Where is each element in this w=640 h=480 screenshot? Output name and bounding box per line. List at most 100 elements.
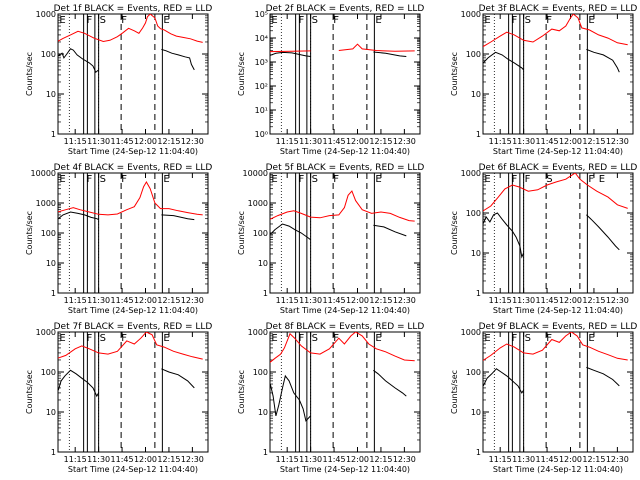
interval-label: S: [100, 15, 106, 26]
y-axis-label: Counts/sec: [25, 211, 34, 255]
plot-frame: [482, 172, 634, 294]
interval-label: E: [59, 174, 65, 185]
x-axis-label: Start Time (24-Sep-12 11:04:40): [493, 465, 623, 474]
interval-label: S: [100, 333, 106, 344]
x-tick-label: 11:45: [536, 296, 559, 305]
x-tick-label: 12:30: [393, 296, 416, 305]
interval-label: F: [512, 15, 518, 26]
chart-title: Det 2f BLACK = Events, RED = LLD: [266, 4, 425, 14]
y-tick-label: 100: [466, 50, 481, 59]
events-rate-line: [270, 369, 407, 422]
y-tick-label: 10⁵: [255, 10, 268, 19]
x-axis-label: Start Time (24-Sep-12 11:04:40): [493, 306, 623, 315]
lld-rate-line: [270, 190, 415, 222]
interval-label: F: [87, 333, 93, 344]
chart-panel-8: Det 8f BLACK = Events, RED = LLD 1 10 100 10…: [237, 322, 424, 474]
x-tick-label: 11:30: [512, 137, 535, 146]
y-tick-label: 1000: [36, 199, 56, 208]
interval-label: F: [512, 174, 518, 185]
x-tick-label: 12:00: [346, 455, 369, 464]
y-tick-label: 10: [258, 259, 268, 268]
y-tick-label: 1: [51, 289, 56, 298]
interval-label: F: [299, 333, 305, 344]
x-tick-label: 12:30: [181, 137, 204, 146]
y-tick-label: 1: [51, 448, 56, 457]
y-tick-label: 10⁴: [255, 34, 268, 43]
x-tick-label: 11:30: [299, 137, 322, 146]
x-tick-label: 11:15: [64, 137, 87, 146]
interval-label: E: [588, 333, 594, 344]
interval-label: E: [375, 333, 381, 344]
lld-rate-line: [58, 14, 203, 43]
interval-label: E: [271, 174, 277, 185]
y-tick-label: 10: [46, 408, 56, 417]
chart-panel-2: Det 2f BLACK = Events, RED = LLD 10⁰ 10¹ 10…: [237, 4, 424, 156]
interval-label: E: [484, 333, 490, 344]
y-tick-label: 1: [476, 448, 481, 457]
interval-label: F: [299, 174, 305, 185]
x-tick-label: 11:45: [111, 137, 134, 146]
x-tick-label: 11:15: [276, 137, 299, 146]
y-tick-label: 100: [466, 368, 481, 377]
chart-panel-1: Det 1f BLACK = Events, RED = LLD 1 10 100 10…: [25, 4, 212, 156]
y-tick-label: 100: [41, 229, 56, 238]
x-tick-label: 11:45: [323, 296, 346, 305]
events-rate-line: [483, 212, 620, 259]
y-tick-label: 100: [41, 368, 56, 377]
chart-panel-6: Det 6f BLACK = Events, RED = LLD 1 10 100 10…: [450, 163, 637, 315]
x-tick-label: 11:45: [536, 455, 559, 464]
interval-label: S: [100, 174, 106, 185]
interval-label: F: [87, 15, 93, 26]
y-axis-label: Counts/sec: [237, 52, 246, 96]
x-axis-label: Start Time (24-Sep-12 11:04:40): [280, 465, 410, 474]
y-tick-label: 100: [41, 50, 56, 59]
x-tick-label: 12:00: [346, 296, 369, 305]
plot-frame: [57, 172, 209, 294]
interval-label: E: [588, 15, 594, 26]
events-rate-line: [270, 51, 407, 57]
interval-label: F: [121, 174, 127, 185]
chart-title: Det 3f BLACK = Events, RED = LLD: [479, 4, 638, 14]
interval-label: E: [599, 174, 605, 185]
interval-label: E: [484, 15, 490, 26]
interval-label: F: [546, 333, 552, 344]
y-axis-label: Counts/sec: [237, 370, 246, 414]
y-axis-label: Counts/sec: [25, 52, 34, 96]
interval-label: E: [375, 15, 381, 26]
x-tick-label: 12:00: [346, 137, 369, 146]
y-tick-label: 1000: [36, 328, 56, 337]
x-tick-label: 11:15: [489, 296, 512, 305]
x-tick-label: 12:30: [606, 455, 629, 464]
interval-label: S: [312, 174, 318, 185]
interval-label: F: [333, 15, 339, 26]
chart-panel-4: Det 4f BLACK = Events, RED = LLD 1 10 100 10…: [25, 163, 212, 315]
chart-panel-5: Det 5f BLACK = Events, RED = LLD 1 10 100 10…: [237, 163, 424, 315]
x-tick-label: 11:30: [299, 296, 322, 305]
y-tick-label: 10: [46, 90, 56, 99]
chart-title: Det 5f BLACK = Events, RED = LLD: [266, 163, 425, 173]
y-tick-label: 1000: [461, 10, 481, 19]
chart-title: Det 1f BLACK = Events, RED = LLD: [54, 4, 213, 14]
chart-title: Det 6f BLACK = Events, RED = LLD: [479, 163, 638, 173]
x-tick-label: 11:15: [64, 296, 87, 305]
interval-label: S: [546, 174, 552, 185]
chart-title: Det 4f BLACK = Events, RED = LLD: [54, 163, 213, 173]
y-tick-label: 1: [263, 448, 268, 457]
y-tick-label: 1000: [248, 199, 268, 208]
events-rate-line: [483, 366, 620, 394]
y-axis-label: Counts/sec: [25, 370, 34, 414]
x-tick-label: 11:30: [299, 455, 322, 464]
interval-label: F: [299, 15, 305, 26]
y-tick-label: 1000: [461, 328, 481, 337]
x-tick-label: 12:30: [606, 137, 629, 146]
lld-rate-line: [483, 332, 628, 362]
y-axis-label: Counts/sec: [450, 52, 459, 96]
events-rate-line: [58, 48, 195, 74]
y-tick-label: 1000: [461, 169, 481, 178]
y-tick-label: 10: [471, 408, 481, 417]
events-rate-line: [270, 223, 407, 241]
chart-title: Det 8f BLACK = Events, RED = LLD: [266, 322, 425, 332]
interval-label: E: [484, 174, 490, 185]
chart-panel-9: Det 9f BLACK = Events, RED = LLD 1 10 100 10…: [450, 322, 637, 474]
lld-rate-line: [58, 332, 203, 360]
